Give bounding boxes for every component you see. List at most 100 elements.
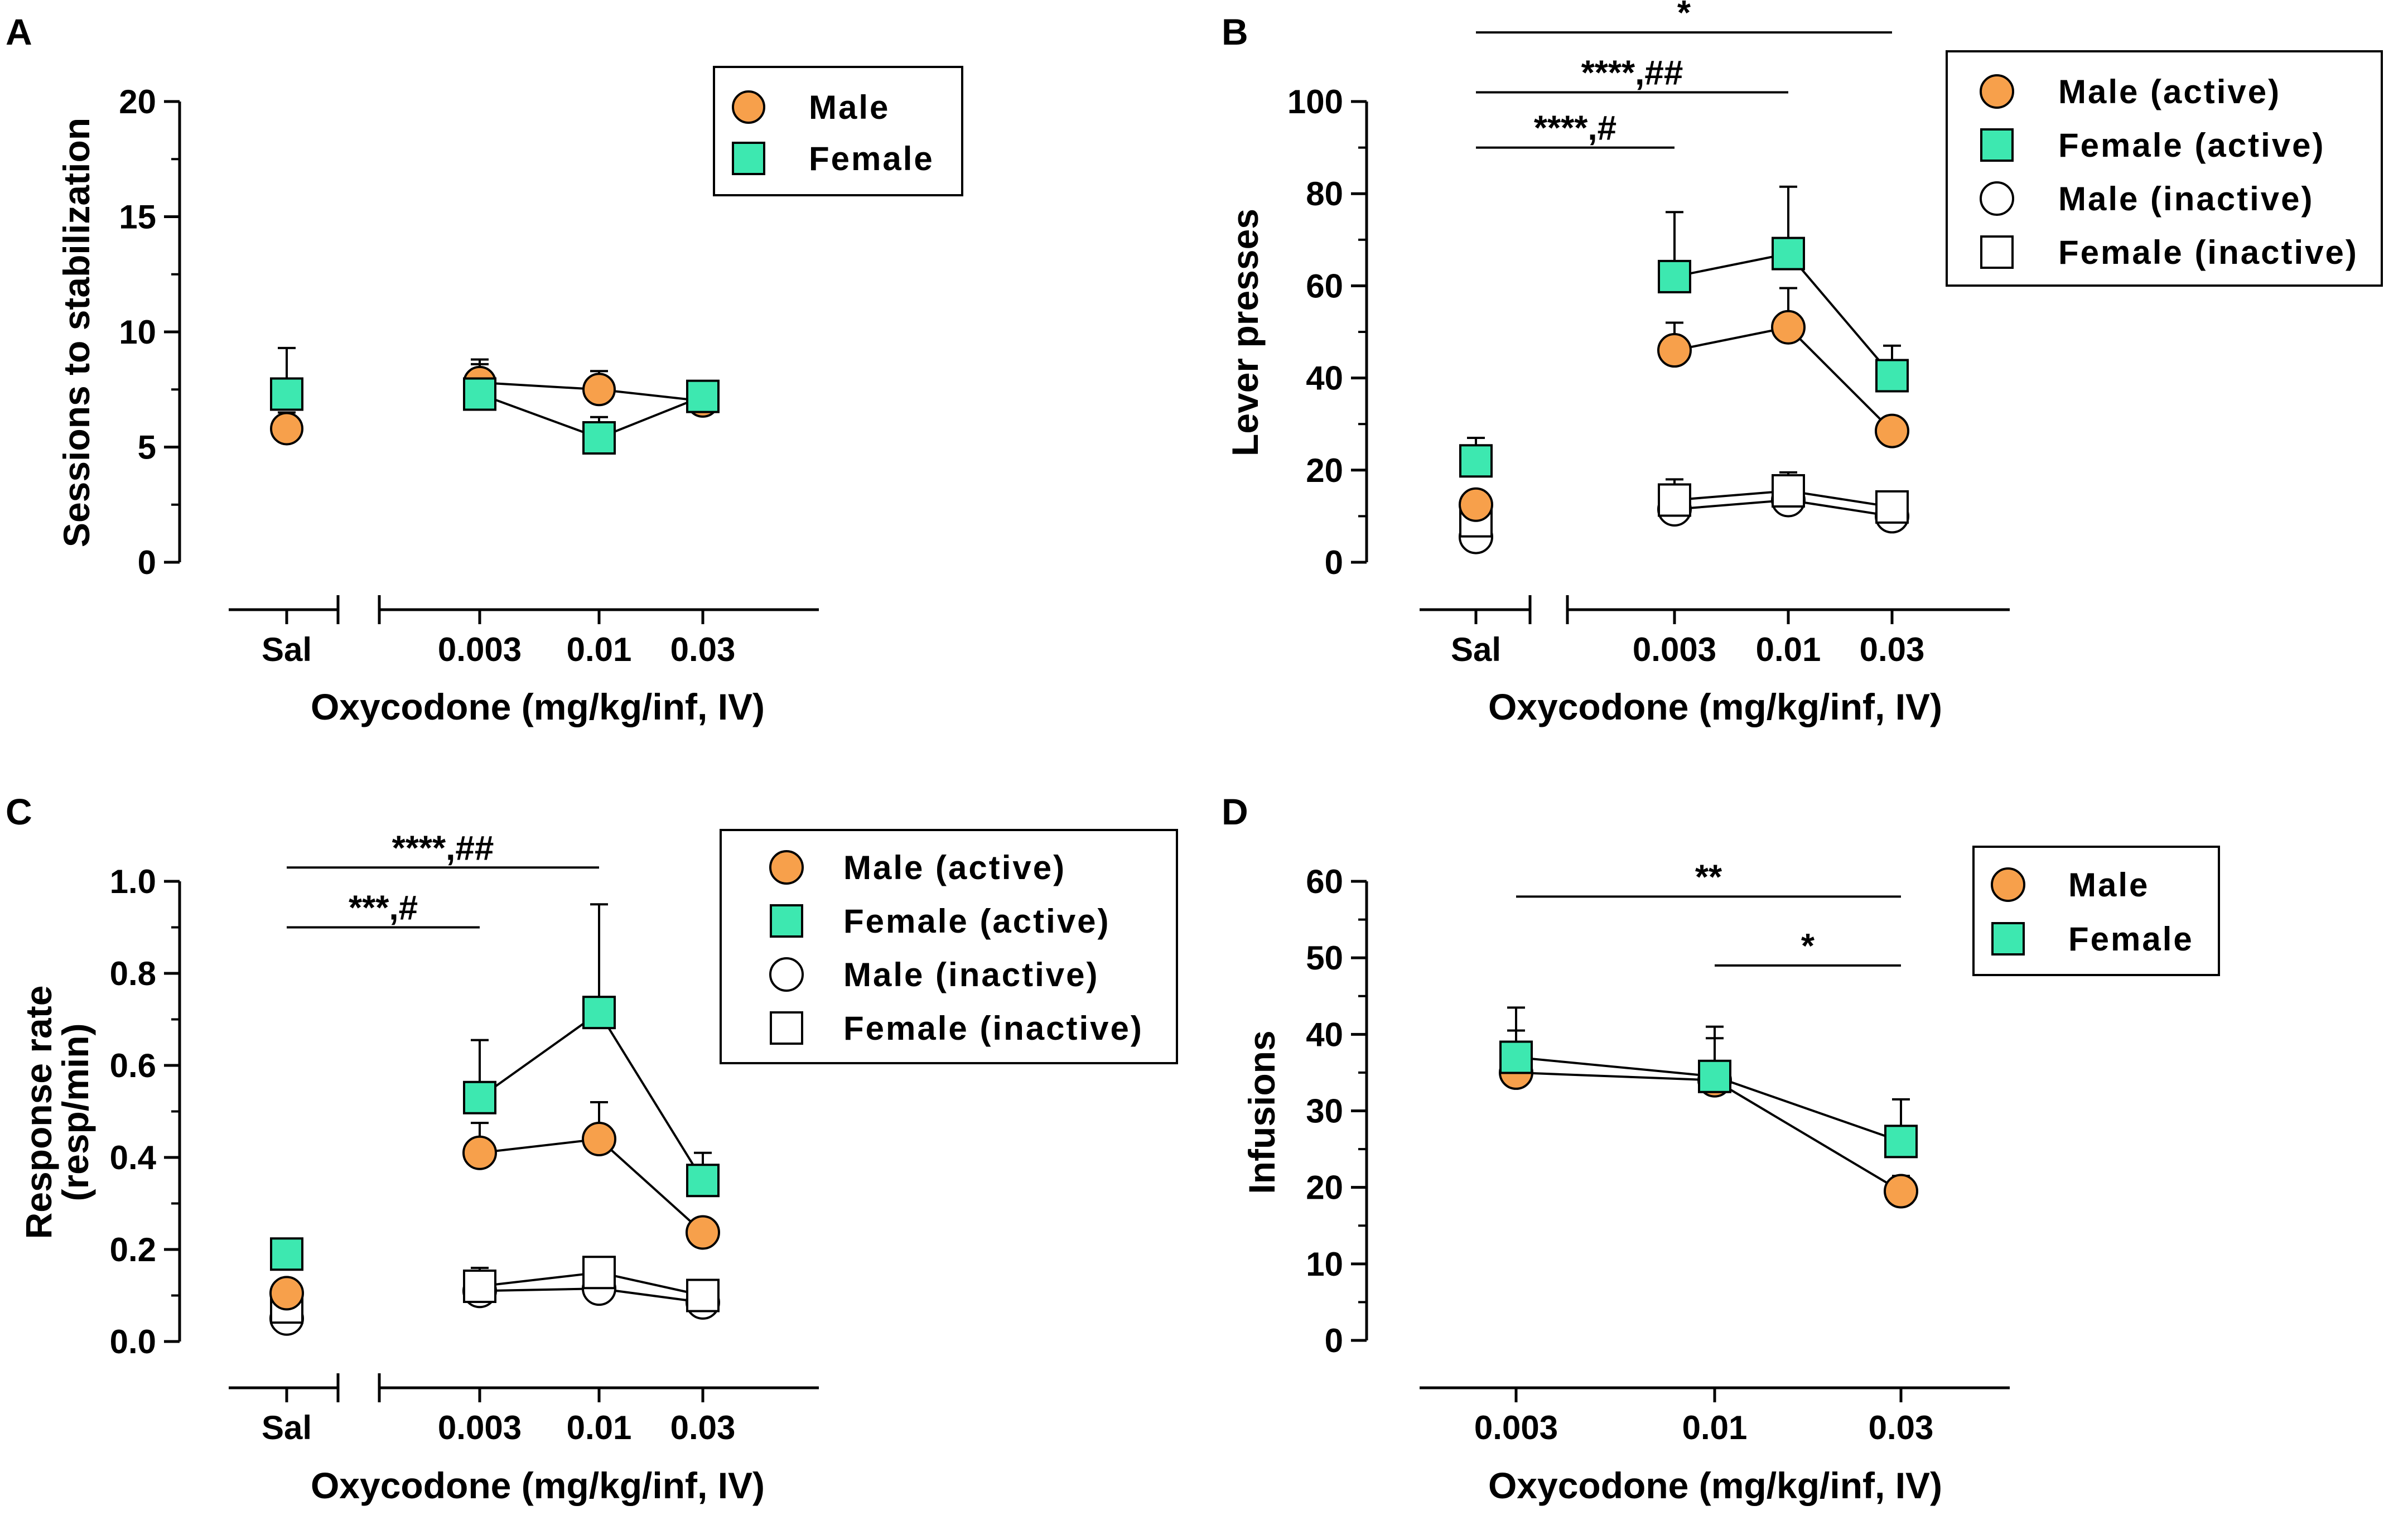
markers-female-inactive: [1459, 474, 1909, 538]
x-tick-label: 0.01: [567, 1409, 632, 1446]
data-point: [1499, 1040, 1533, 1074]
x-axis-title: Oxycodone (mg/kg/inf, IV): [1488, 686, 1942, 727]
y-tick-label: 10: [1306, 1246, 1343, 1283]
x-axis-title: Oxycodone (mg/kg/inf, IV): [311, 686, 765, 727]
data-point: [1772, 474, 1805, 508]
y-axis-title: Sessions to stabilization: [56, 118, 97, 547]
y-tick-label: 100: [1287, 83, 1343, 120]
data-point: [270, 412, 303, 446]
data-point: [1884, 1174, 1918, 1209]
legend-label: Male (inactive): [2058, 180, 2314, 218]
panel-b: B 0 20 40 60 80 100 Sal 0.003 0.01 0.03 Oxycodone (…: [1222, 0, 2383, 727]
y-axis-title: Response rate: [18, 986, 59, 1239]
data-point: [463, 1270, 496, 1303]
x-tick-label: 0.003: [1633, 631, 1716, 668]
y-tick-label: 0: [138, 544, 156, 581]
x-axis-title: Oxycodone (mg/kg/inf, IV): [1488, 1465, 1942, 1506]
data-point: [686, 1215, 720, 1250]
x-tick-label: 0.01: [1682, 1409, 1748, 1446]
legend-label: Female: [2068, 920, 2194, 958]
data-point: [1875, 490, 1909, 524]
panel-d: D 0 10 20 30 40 50 60 0.003 0.01 0.03 Oxycodone (mg…: [1222, 791, 2220, 1506]
data-point: [686, 1164, 720, 1198]
legend-label: Female: [809, 140, 934, 177]
x-tick-label: 0.03: [670, 631, 736, 668]
markers-female-inactive: [270, 1256, 720, 1324]
data-point: [1884, 1125, 1918, 1159]
series-male-active: [278, 1101, 712, 1294]
data-point: [463, 377, 496, 411]
x-tick-label: 0.01: [1756, 631, 1821, 668]
legend-marker: [769, 957, 804, 992]
significance-label: ***,#: [349, 889, 418, 928]
y-tick-label: 80: [1306, 175, 1343, 213]
data-point: [1658, 483, 1691, 517]
x-tick-label: 0.01: [567, 631, 632, 668]
legend-marker: [1980, 128, 2014, 162]
panel-letter: A: [6, 11, 32, 52]
data-point: [1772, 237, 1805, 271]
legend: Male (active) Female (active) Male (inacti…: [720, 829, 1178, 1064]
legend-label: Male (inactive): [843, 956, 1099, 993]
x-tick-label: Sal: [262, 631, 312, 668]
y-tick-label: 1.0: [110, 863, 156, 900]
x-axis-title: Oxycodone (mg/kg/inf, IV): [311, 1465, 765, 1506]
x-tick-label: Sal: [262, 1409, 312, 1446]
legend-marker: [1980, 74, 2014, 109]
legend-marker: [732, 142, 765, 175]
panel-c: C 0.0 0.2 0.4 0.6 0.8 1.0 Sal 0.003 0.01 0.03 Oxyco…: [6, 791, 1178, 1506]
y-tick-label: 15: [119, 199, 156, 236]
legend-label: Male: [809, 89, 890, 126]
y-tick-label: 30: [1306, 1093, 1343, 1130]
legend-box: [1946, 50, 2383, 287]
markers-female: [270, 377, 720, 455]
significance-label: *: [1677, 0, 1691, 32]
data-point: [686, 1278, 720, 1312]
x-tick-label: 0.003: [438, 631, 522, 668]
series-line: [479, 1011, 704, 1181]
data-point: [686, 379, 720, 413]
y-tick-label: 20: [1306, 1169, 1343, 1207]
data-point: [582, 996, 616, 1030]
legend-label: Male: [2068, 866, 2149, 904]
markers-female-active: [270, 996, 720, 1271]
significance-label: ****,##: [392, 829, 494, 867]
panel-letter: C: [6, 791, 32, 832]
y-tick-label: 60: [1306, 863, 1343, 900]
y-tick-label: 0.6: [110, 1047, 156, 1084]
y-axis-title: Infusions: [1241, 1030, 1282, 1194]
legend-label: Male (active): [843, 849, 1066, 886]
data-point: [582, 1256, 616, 1290]
data-point: [1875, 359, 1909, 393]
legend-marker: [769, 850, 804, 885]
series-male-active: [1467, 287, 1901, 505]
data-point: [270, 377, 303, 411]
panel-letter: D: [1222, 791, 1248, 832]
markers-male-active: [269, 1122, 720, 1311]
data-point: [1657, 333, 1692, 368]
y-tick-label: 50: [1306, 939, 1343, 977]
legend-marker: [770, 1011, 803, 1045]
x-tick-label: Sal: [1451, 631, 1501, 668]
legend: Male (active) Female (active) Male (inacti…: [1946, 50, 2383, 287]
x-tick-label: 0.003: [1474, 1409, 1558, 1446]
y-tick-label: 40: [1306, 1016, 1343, 1053]
data-point: [1875, 413, 1909, 448]
y-tick-label: 0: [1325, 544, 1343, 581]
legend-marker: [1980, 181, 2014, 216]
data-point: [582, 1122, 616, 1156]
legend: Male Female: [1972, 846, 2220, 976]
y-tick-label: 40: [1306, 360, 1343, 397]
legend-marker: [1991, 867, 2025, 902]
significance-label: ****,#: [1534, 109, 1616, 148]
y-tick-label: 5: [138, 429, 156, 466]
legend: Male Female: [713, 66, 963, 196]
markers-female: [1499, 1040, 1918, 1159]
data-point: [270, 1237, 303, 1271]
data-point: [1698, 1059, 1731, 1093]
legend-marker: [1980, 235, 2014, 269]
data-point: [269, 1276, 304, 1311]
panel-letter: B: [1222, 11, 1248, 52]
markers-female-active: [1459, 237, 1909, 478]
